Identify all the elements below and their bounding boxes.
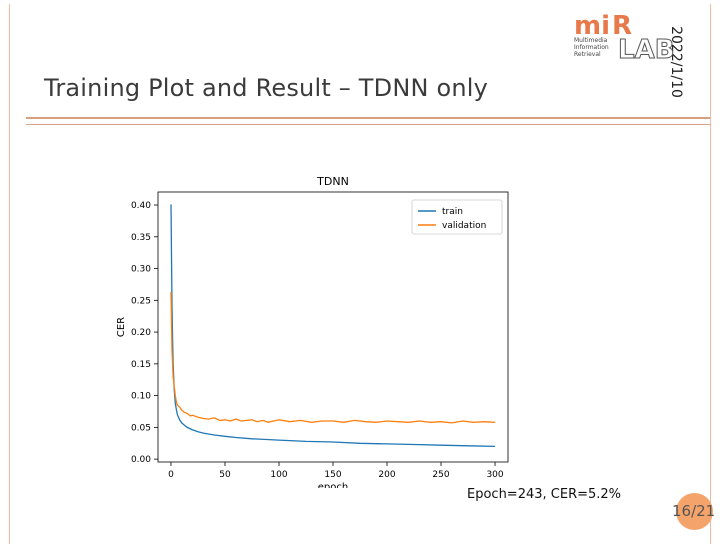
x-tick-label: 100 (270, 470, 287, 480)
result-caption: Epoch=243, CER=5.2% (467, 487, 622, 502)
y-tick-label: 0.15 (131, 360, 151, 370)
x-tick-label: 200 (378, 470, 395, 480)
logo-r-text: R (612, 11, 632, 41)
title-divider (26, 117, 710, 119)
series-line-train (170, 204, 496, 448)
page-badge (676, 493, 713, 530)
logo-mi-text: mi (574, 11, 610, 41)
y-tick-label: 0.40 (131, 201, 151, 211)
x-tick-label: 250 (432, 470, 449, 480)
logo-line2: Information (574, 44, 609, 51)
tdnn-cer-chart: TDNN 0 50 100 150 200 250 300 0.00 0.05 0.10 0.15 0.… (116, 175, 509, 488)
slide-title: Training Plot and Result – TDNN only (44, 74, 489, 102)
y-tick-label: 0.30 (131, 265, 151, 275)
y-axis-label: CER (116, 317, 127, 337)
chart-title: TDNN (316, 175, 349, 188)
y-tick-label: 0.35 (131, 233, 151, 243)
legend-label-train: train (442, 207, 463, 217)
series-line-validation (170, 292, 496, 424)
y-tick-label: 0.00 (131, 455, 151, 465)
legend-label-validation: validation (442, 221, 486, 231)
x-axis-label: epoch (318, 482, 348, 488)
x-tick-label: 300 (486, 470, 503, 480)
mirlab-logo: mi R LAB Multimedia Information Retrieva… (574, 11, 674, 60)
y-tick-label: 0.10 (131, 392, 151, 402)
title-divider-thin (26, 124, 710, 125)
y-tick-label: 0.25 (131, 296, 151, 306)
logo-lab-text: LAB (618, 35, 674, 60)
x-tick-label: 50 (219, 470, 231, 480)
slide-frame (9, 4, 711, 544)
logo-line1: Multimedia (574, 37, 608, 44)
y-tick-label: 0.05 (131, 423, 151, 433)
x-tick-label: 0 (168, 470, 174, 480)
page-number: 16/21 (672, 502, 716, 520)
x-tick-label: 150 (324, 470, 341, 480)
logo-line3: Retrieval (574, 51, 601, 58)
y-tick-label: 0.20 (131, 328, 151, 338)
